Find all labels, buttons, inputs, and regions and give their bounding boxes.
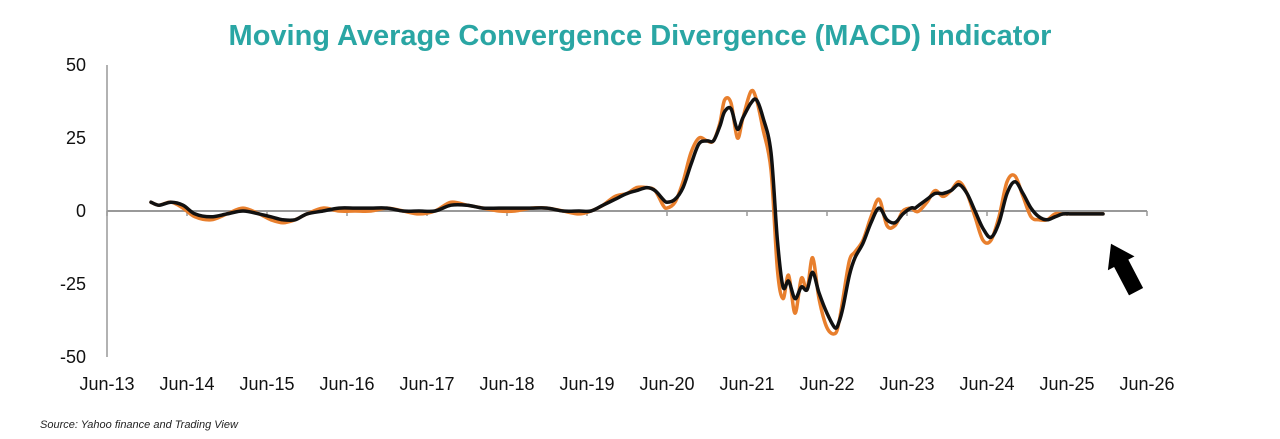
x-tick-label: Jun-17: [399, 374, 454, 394]
x-tick-label: Jun-23: [879, 374, 934, 394]
x-tick-label: Jun-13: [79, 374, 134, 394]
y-tick-label: -25: [60, 274, 86, 294]
signal-series-line: [149, 97, 1105, 330]
y-tick-label: 50: [66, 55, 86, 75]
arrow-annotation-icon: [1107, 243, 1144, 296]
x-tick-label: Jun-25: [1039, 374, 1094, 394]
x-tick-label: Jun-22: [799, 374, 854, 394]
x-tick-label: Jun-14: [159, 374, 214, 394]
y-tick-label: -50: [60, 347, 86, 367]
x-tick-label: Jun-15: [239, 374, 294, 394]
y-tick-label: 25: [66, 128, 86, 148]
y-axis-ticks: 50 25 0 -25 -50: [60, 55, 86, 367]
x-tick-label: Jun-16: [319, 374, 374, 394]
x-tick-label: Jun-20: [639, 374, 694, 394]
x-tick-label: Jun-21: [719, 374, 774, 394]
x-tick-label: Jun-18: [479, 374, 534, 394]
x-tick-label: Jun-26: [1119, 374, 1174, 394]
x-tick-label: Jun-19: [559, 374, 614, 394]
x-axis-ticks: Jun-13 Jun-14 Jun-15 Jun-16 Jun-17 Jun-18 Jun-…: [79, 211, 1175, 394]
x-tick-label: Jun-24: [959, 374, 1014, 394]
chart-title: Moving Average Convergence Divergence (M…: [229, 20, 1052, 52]
y-tick-label: 0: [76, 201, 86, 221]
macd-series-line: [149, 88, 1105, 336]
source-note: Source: Yahoo finance and Trading View: [40, 419, 239, 431]
